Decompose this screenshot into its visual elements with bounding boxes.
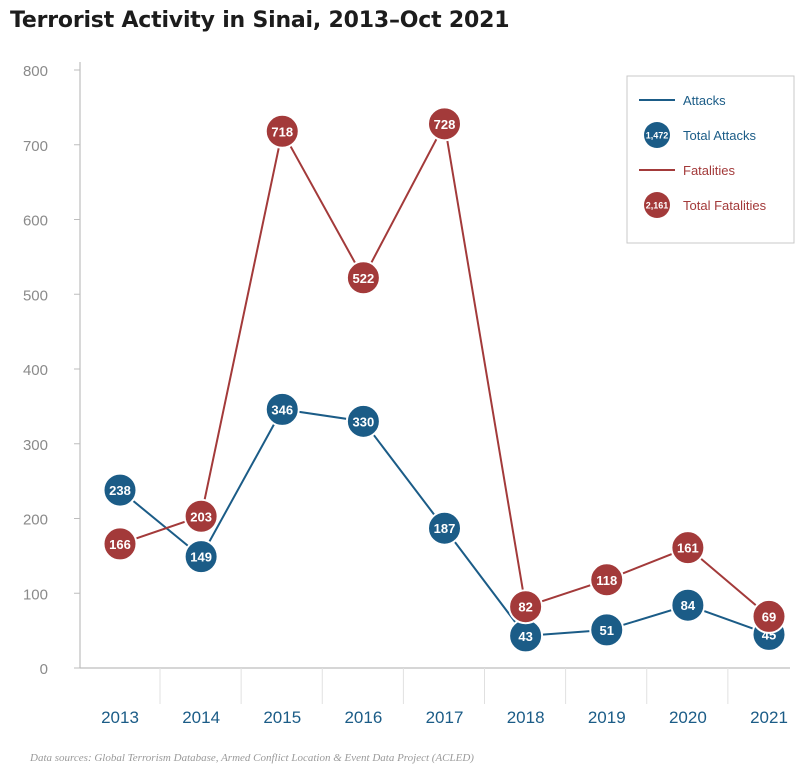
data-label: 51 xyxy=(600,623,614,638)
y-tick-label: 100 xyxy=(23,586,48,603)
y-tick-label: 500 xyxy=(23,287,48,304)
data-label: 82 xyxy=(518,600,532,615)
y-tick-label: 300 xyxy=(23,437,48,454)
legend-label: Fatalities xyxy=(683,163,736,178)
data-point xyxy=(589,562,625,598)
data-point xyxy=(264,391,300,427)
x-tick-label: 2013 xyxy=(101,708,139,727)
x-tick-label: 2019 xyxy=(588,708,626,727)
legend-label: Total Fatalities xyxy=(683,198,767,213)
y-tick-label: 800 xyxy=(23,63,48,80)
data-label: 84 xyxy=(681,598,696,613)
data-point xyxy=(670,587,706,623)
data-point xyxy=(427,510,462,546)
data-point xyxy=(427,106,462,142)
x-tick-label: 2016 xyxy=(344,708,382,727)
data-point xyxy=(345,403,381,439)
data-point xyxy=(102,526,138,562)
x-tick-label: 2020 xyxy=(669,708,707,727)
source-note: Data sources: Global Terrorism Database,… xyxy=(30,752,474,764)
data-label: 346 xyxy=(271,402,293,417)
data-point xyxy=(589,612,625,648)
y-tick-label: 400 xyxy=(23,362,48,379)
data-label: 166 xyxy=(109,537,131,552)
legend-total-value: 1,472 xyxy=(646,131,669,141)
axes xyxy=(79,62,790,669)
data-label: 69 xyxy=(762,609,776,624)
data-point xyxy=(670,530,706,566)
data-label: 187 xyxy=(434,521,456,536)
data-label: 728 xyxy=(434,117,456,132)
x-tick-label: 2015 xyxy=(263,708,301,727)
data-label: 149 xyxy=(190,550,212,565)
x-tick-label: 2014 xyxy=(182,708,220,727)
x-tick-label: 2021 xyxy=(750,708,788,727)
data-label: 43 xyxy=(518,629,532,644)
legend-circle-swatch xyxy=(644,192,670,218)
x-tick-label: 2017 xyxy=(426,708,464,727)
data-point xyxy=(264,113,300,149)
legend-circle-swatch xyxy=(644,122,670,148)
data-point xyxy=(183,498,219,534)
data-point xyxy=(183,539,219,575)
legend-label: Attacks xyxy=(683,93,726,108)
y-axis-ticks: 0 100 200 300 400 500 600 700 800 xyxy=(23,63,80,678)
series-fatalities: 166 203 718 522 728 82 118 161 69 xyxy=(102,106,787,634)
data-label: 238 xyxy=(109,483,131,498)
data-label: 330 xyxy=(353,414,375,429)
y-tick-label: 0 xyxy=(40,661,48,678)
data-label: 161 xyxy=(677,541,699,556)
legend-total-value: 2,161 xyxy=(646,201,669,211)
data-label: 718 xyxy=(271,124,293,139)
data-label: 522 xyxy=(353,271,375,286)
y-tick-label: 700 xyxy=(23,138,48,155)
x-tick-label: 2018 xyxy=(507,708,545,727)
y-tick-label: 600 xyxy=(23,213,48,230)
legend: Attacks 1,472 Total Attacks Fatalities 2,161… xyxy=(626,75,795,244)
data-label: 118 xyxy=(596,573,617,588)
chart-title: Terrorist Activity in Sinai, 2013–Oct 20… xyxy=(10,8,510,33)
legend-label: Total Attacks xyxy=(683,128,756,143)
x-axis-ticks: 2013 2014 2015 2016 2017 2018 2019 2020 2021 xyxy=(101,668,788,727)
y-tick-label: 200 xyxy=(23,512,48,529)
data-label: 203 xyxy=(190,509,212,524)
data-point xyxy=(751,598,787,634)
data-point xyxy=(508,589,544,625)
data-point xyxy=(102,472,138,508)
data-point xyxy=(345,260,381,296)
